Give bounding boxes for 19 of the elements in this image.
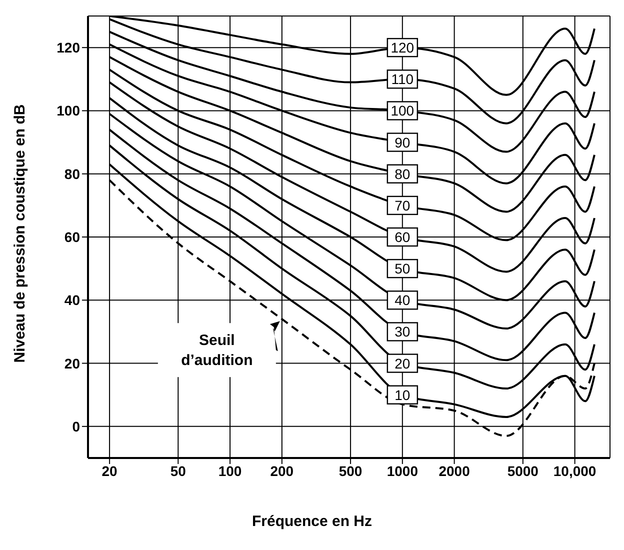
x-tick-label: 50 [170,462,186,479]
y-tick-label: 0 [72,418,80,434]
x-tick-label: 20 [102,462,118,479]
y-tick-label: 60 [64,228,80,245]
x-tick-label: 200 [270,462,294,479]
y-tick-label: 100 [56,102,80,119]
y-tick-label: 20 [64,355,80,372]
x-axis-title: Fréquence en Hz [250,513,374,530]
x-tick-label: 2000 [438,462,470,479]
y-tick-label: 40 [64,292,80,308]
y-tick-label: 120 [56,40,80,56]
legend-label: Seuil d’audition [181,332,253,370]
y-tick-label: 80 [64,166,80,182]
x-tick-label: 1000 [386,462,418,479]
x-tick-label: 10,000 [553,462,596,479]
y-axis-title: Niveau de pression coustique en dB [12,104,28,362]
x-tick-label: 500 [338,462,362,479]
x-tick-label: 100 [218,462,242,479]
x-tick-label: 5000 [507,462,539,479]
